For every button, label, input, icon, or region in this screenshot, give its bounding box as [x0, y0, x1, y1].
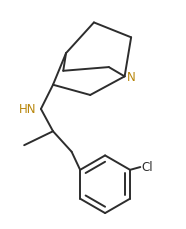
Text: Cl: Cl	[141, 161, 153, 174]
Text: HN: HN	[19, 103, 36, 116]
Text: N: N	[127, 71, 136, 84]
